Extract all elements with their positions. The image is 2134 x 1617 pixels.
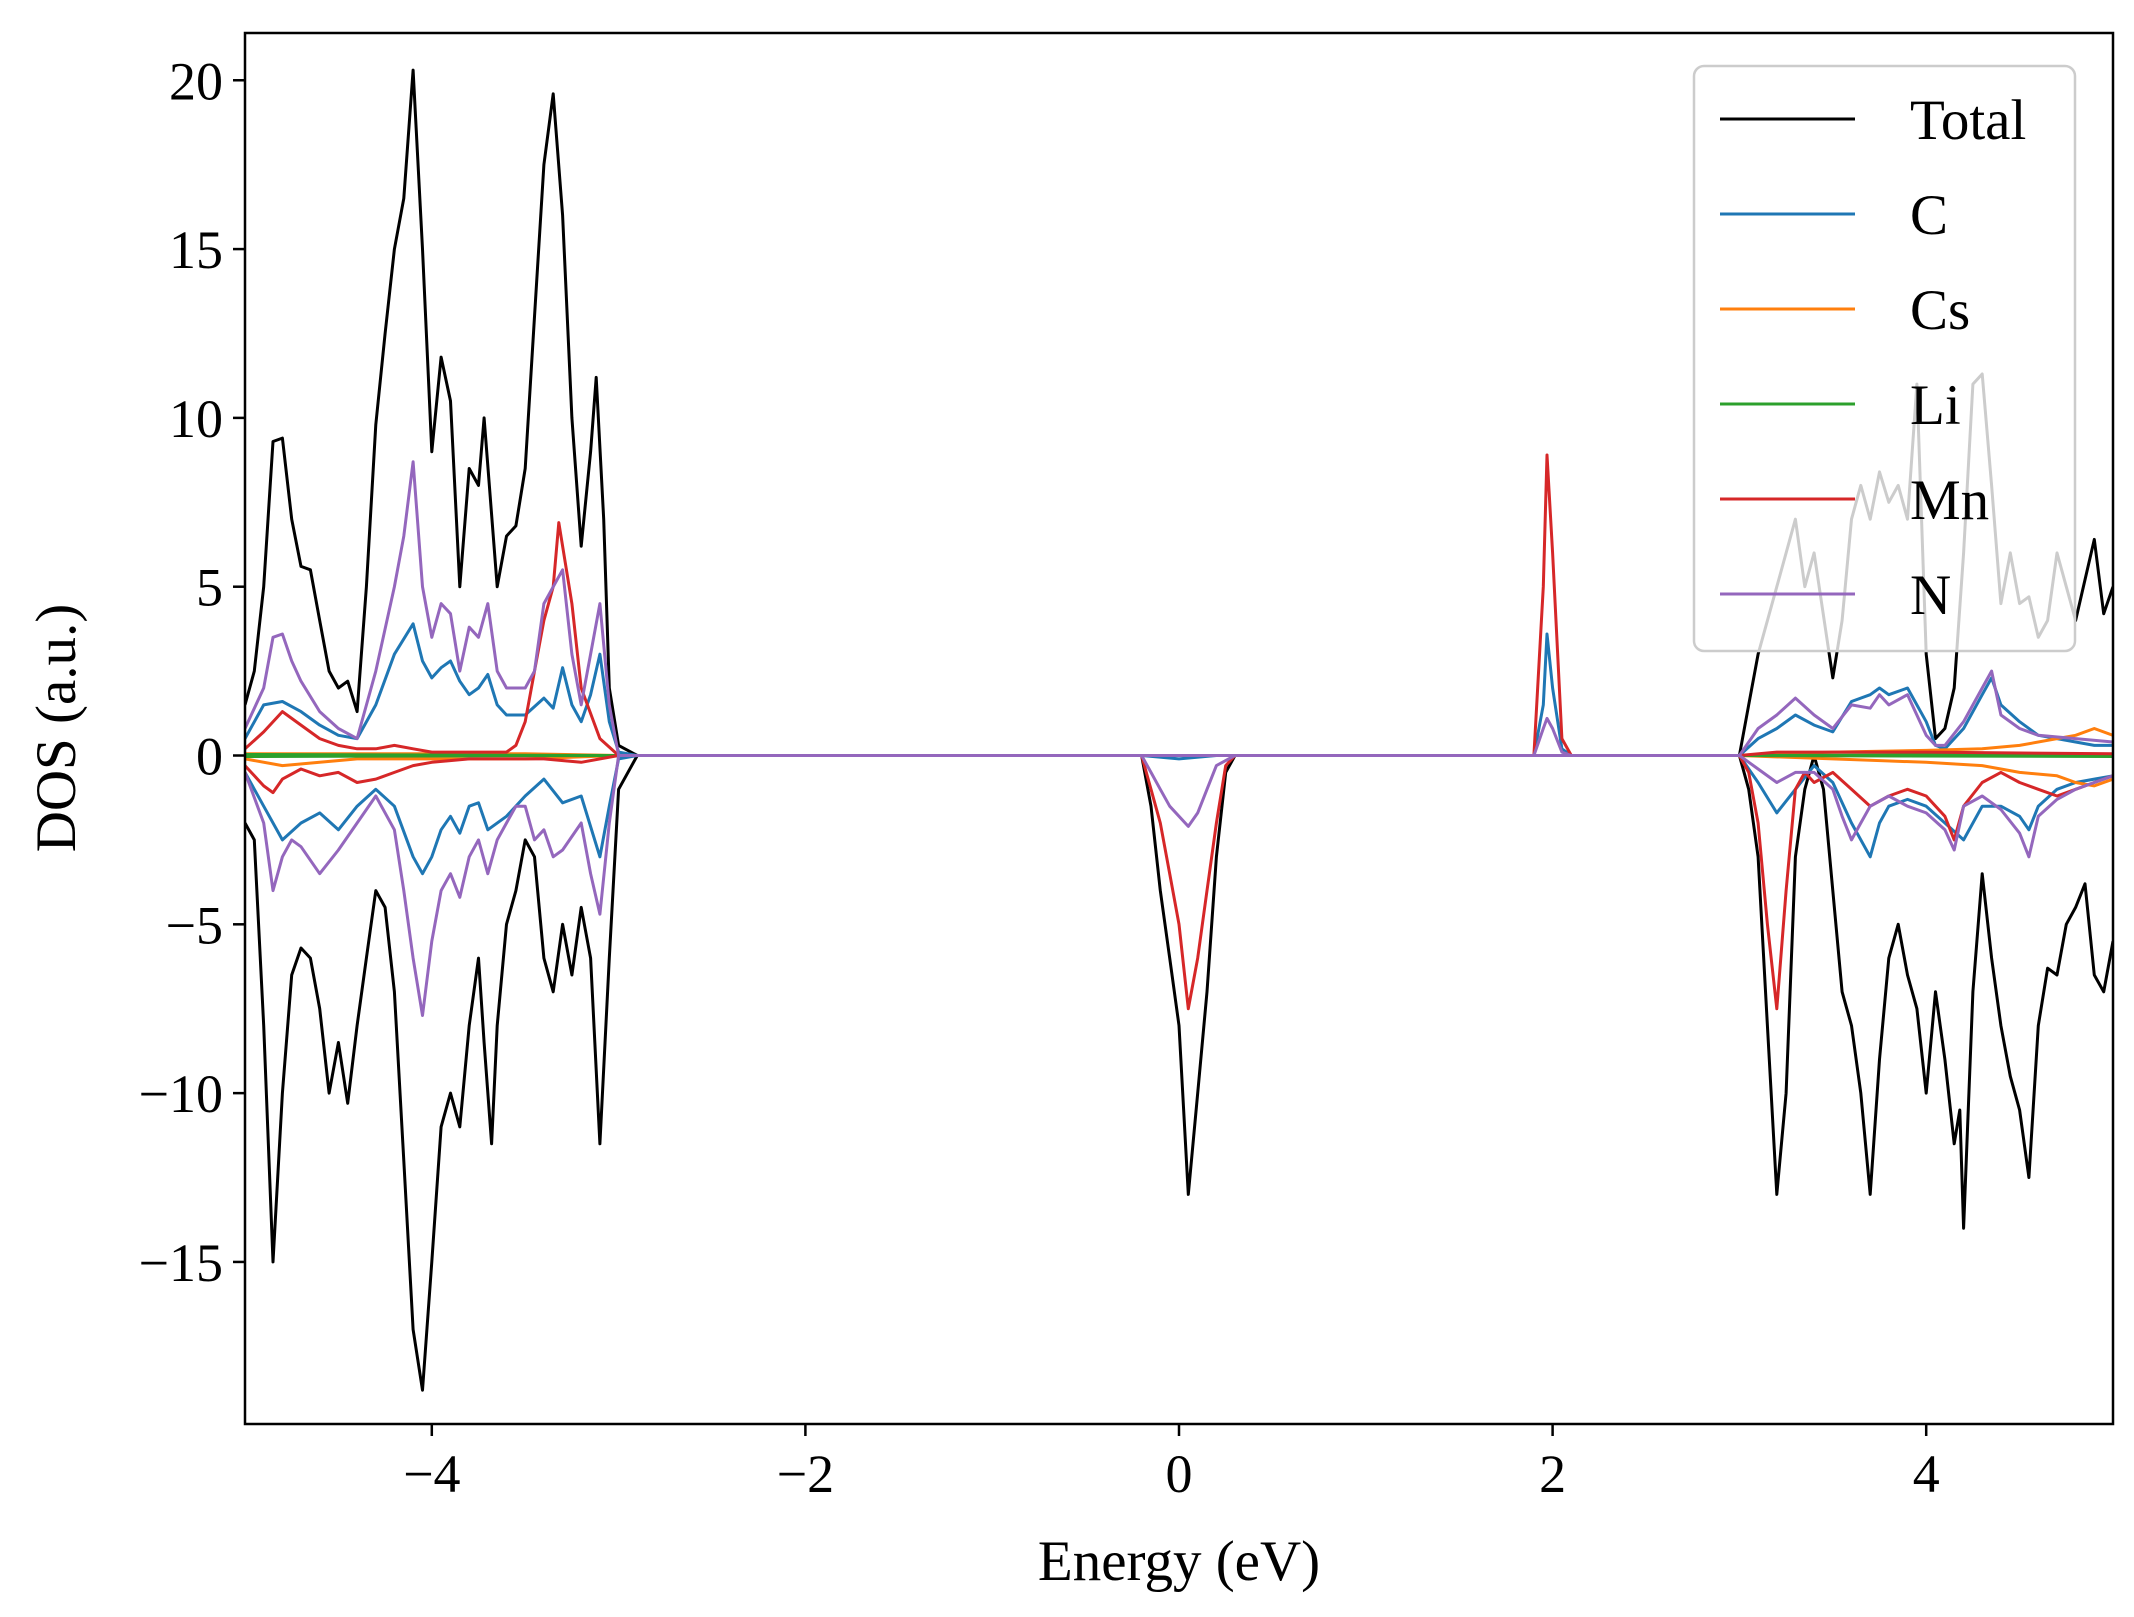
y-tick-label: −10 [139, 1064, 223, 1124]
y-tick-label: 0 [196, 727, 223, 787]
x-tick-label: 2 [1539, 1444, 1566, 1504]
y-tick-label: 10 [169, 389, 223, 449]
legend-label-li: Li [1910, 374, 1961, 437]
y-axis-label: DOS (a.u.) [25, 604, 88, 853]
legend-label-mn: Mn [1910, 469, 1989, 532]
legend-box [1692, 64, 2077, 653]
series-mn-spin-down-line [245, 754, 2113, 1011]
legend-label-total: Total [1910, 89, 2026, 152]
series-total-spin-down-line [245, 754, 2113, 1392]
series-layer [245, 68, 2113, 1392]
y-tick-label: 20 [169, 51, 223, 111]
x-tick-label: 4 [1913, 1444, 1940, 1504]
legend-label-cs: Cs [1910, 279, 1970, 342]
y-axis: −15 −10 −5 0 5 10 15 20 [139, 51, 245, 1293]
x-tick-label: −4 [403, 1444, 460, 1504]
x-axis-label: Energy (eV) [1038, 1530, 1320, 1593]
legend-label-n: N [1910, 564, 1951, 627]
x-tick-label: −2 [777, 1444, 834, 1504]
series-n-spin-up-line [245, 460, 2113, 757]
x-axis: −4 −2 0 2 4 [403, 1424, 1940, 1504]
y-tick-label: −15 [139, 1233, 223, 1293]
legend: Total C Cs Li Mn N [1692, 64, 2077, 653]
y-tick-label: −5 [166, 895, 223, 955]
y-tick-label: 15 [169, 220, 223, 280]
series-cs-spin-down-line [245, 754, 2113, 788]
x-tick-label: 0 [1166, 1444, 1193, 1504]
series-mn-spin-up-line [245, 453, 2113, 757]
series-n-spin-down-line [245, 754, 2113, 1017]
y-tick-label: 5 [196, 558, 223, 618]
legend-label-c: C [1910, 184, 1948, 247]
